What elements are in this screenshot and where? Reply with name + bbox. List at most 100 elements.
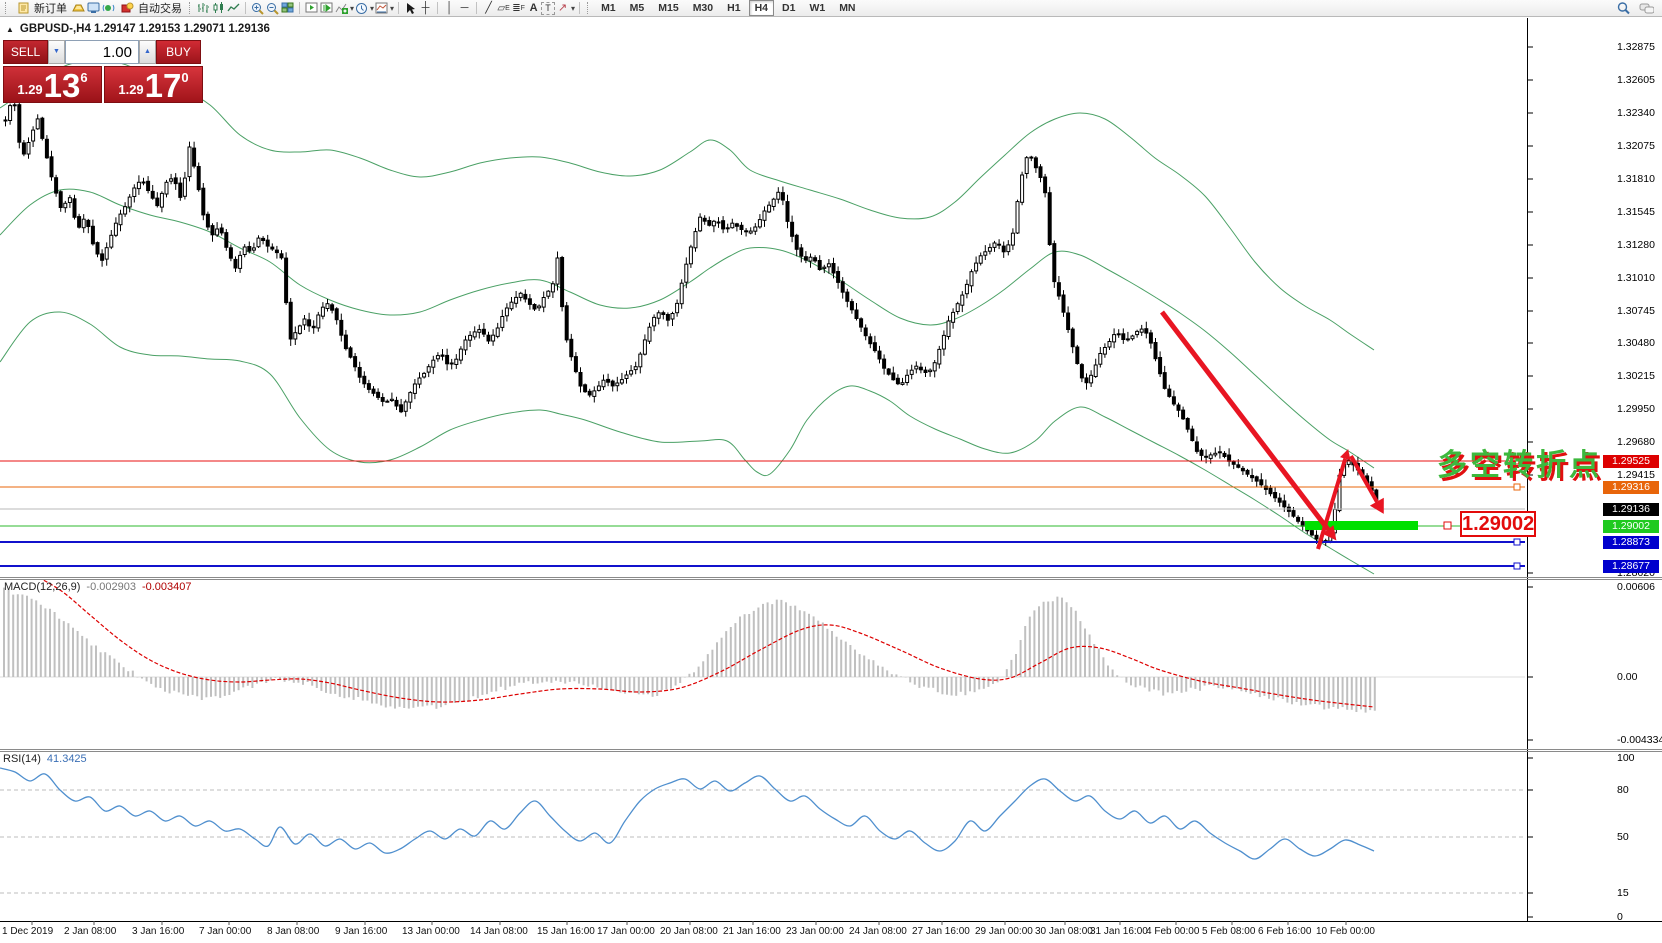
macd-tick-label: -0.004334 [1617, 734, 1662, 746]
macd-tick-label: 0.00 [1617, 671, 1638, 683]
sell-button[interactable]: SELL [3, 40, 48, 64]
periods-caret-icon[interactable]: ▾ [370, 3, 375, 13]
price-tick-label: 1.31545 [1617, 206, 1655, 218]
main-toolbar: 新订单 自动交易 [0, 0, 1662, 17]
rsi-tick-label: 50 [1617, 831, 1629, 843]
rsi-tick-label: 0 [1617, 911, 1623, 923]
time-tick-label: 30 Jan 08:00 [1035, 926, 1093, 937]
alerts-icon[interactable] [101, 1, 116, 15]
rsi-tick-label: 100 [1617, 752, 1635, 764]
toolbar-separator [398, 2, 400, 14]
timeframe-m30-button[interactable]: M30 [692, 2, 714, 14]
time-tick-label: 27 Jan 16:00 [912, 926, 970, 937]
price-tick-label: 1.29415 [1617, 469, 1655, 481]
sell-price-big: 13 [43, 67, 81, 104]
arrange-windows-icon[interactable] [304, 1, 319, 15]
macd-signal-value: -0.003407 [141, 581, 192, 593]
trendline-icon[interactable]: ╱ [485, 1, 492, 14]
tile-windows-icon[interactable] [280, 1, 295, 15]
timeframe-h1-button[interactable]: H1 [727, 2, 741, 14]
rsi-tick-label: 15 [1617, 887, 1629, 899]
timeframe-w1-button[interactable]: W1 [809, 2, 826, 14]
fibonacci-icon[interactable]: ≣ F [512, 2, 525, 14]
time-tick-label: 6 Feb 16:00 [1258, 926, 1312, 937]
buy-price-sup: 0 [181, 70, 189, 85]
timeframe-mn-button[interactable]: MN [839, 2, 856, 14]
time-tick-label: 7 Jan 00:00 [199, 926, 252, 937]
zoom-out-icon[interactable] [265, 1, 280, 15]
channel-icon[interactable]: ▱ E [497, 2, 510, 14]
vertical-line-icon[interactable]: │ [446, 1, 453, 14]
arrows-tool-icon[interactable]: ↗ [557, 1, 568, 14]
time-tick-label: 24 Jan 08:00 [849, 926, 907, 937]
indicators-icon[interactable] [334, 1, 349, 15]
buy-price-panel[interactable]: 1.29 17 0 [104, 66, 203, 103]
time-tick-label: 2 Jan 08:00 [64, 926, 117, 937]
price-tick-label: 1.32875 [1617, 41, 1655, 53]
price-tick-label: 1.32075 [1617, 140, 1655, 152]
timeframe-m1-button[interactable]: M1 [601, 2, 616, 14]
timeframe-h4-button[interactable]: H4 [748, 0, 774, 16]
toolbar-separator [579, 2, 581, 14]
time-tick-label: 4 Feb 00:00 [1146, 926, 1200, 937]
periods-icon[interactable] [354, 1, 369, 15]
price-tick-label: 1.31280 [1617, 239, 1655, 251]
autotrading-icon [120, 1, 135, 15]
line-chart-icon[interactable] [226, 1, 241, 15]
zoom-in-icon[interactable] [250, 1, 265, 15]
indicators-caret-icon[interactable]: ▾ [350, 3, 355, 13]
search-icon[interactable] [1616, 1, 1631, 15]
time-tick-label: 23 Jan 00:00 [786, 926, 844, 937]
chart-title-bar: ▲ GBPUSD-,H4 1.29147 1.29153 1.29071 1.2… [6, 23, 270, 35]
time-tick-label: 21 Jan 16:00 [723, 926, 781, 937]
macd-tick-label: 0.00606 [1617, 581, 1655, 593]
volume-increase-button[interactable]: ▲ [139, 40, 156, 64]
price-line-label: 1.28677 [1603, 559, 1659, 573]
price-tick-label: 1.32340 [1617, 107, 1655, 119]
timeframe-m15-button[interactable]: M15 [658, 2, 679, 14]
cursor-icon[interactable] [403, 1, 418, 15]
sell-price-base: 1.29 [17, 82, 43, 97]
sell-price-panel[interactable]: 1.29 13 6 [3, 66, 102, 103]
timeframe-d1-button[interactable]: D1 [782, 2, 796, 14]
rsi-value: 41.3425 [46, 753, 87, 765]
text-tool-icon[interactable]: A [529, 1, 538, 14]
market-watch-icon[interactable] [86, 1, 101, 15]
time-tick-label: 8 Jan 08:00 [267, 926, 320, 937]
timeframe-m5-button[interactable]: M5 [629, 2, 645, 14]
buy-button[interactable]: BUY [156, 40, 201, 64]
new-order-button[interactable]: 新订单 [12, 1, 71, 16]
autotrading-button[interactable]: 自动交易 [116, 1, 186, 16]
price-tick-label: 1.29680 [1617, 436, 1655, 448]
bar-chart-icon[interactable] [196, 1, 211, 15]
rsi-label: RSI(14) 41.3425 [3, 753, 87, 765]
autotrading-label: 自动交易 [138, 3, 182, 15]
label-tool-icon[interactable]: T [541, 1, 556, 15]
candlestick-chart-icon[interactable] [211, 1, 226, 15]
time-tick-label: 15 Jan 16:00 [537, 926, 595, 937]
profiles-icon[interactable] [71, 1, 86, 15]
chat-icon[interactable] [1639, 1, 1654, 15]
macd-name: MACD(12,26,9) [4, 581, 81, 593]
new-order-label: 新订单 [34, 3, 67, 15]
time-tick-label: 17 Jan 00:00 [597, 926, 655, 937]
rsi-name: RSI(14) [3, 753, 41, 765]
toolbar-separator [245, 2, 246, 14]
arrows-caret-icon[interactable]: ▾ [571, 3, 576, 13]
price-tick-label: 1.30480 [1617, 337, 1655, 349]
volume-input[interactable] [65, 40, 139, 64]
templates-caret-icon[interactable]: ▾ [390, 3, 395, 13]
toolbar-separator [476, 2, 478, 14]
horizontal-line-icon[interactable]: ─ [460, 1, 469, 14]
templates-icon[interactable] [374, 1, 389, 15]
crosshair-icon[interactable]: ┼ [421, 1, 430, 14]
turning-point-annotation: 多空转折点 [1437, 449, 1602, 482]
buy-price-big: 17 [144, 67, 182, 104]
timeframe-toolbar: M1 M5 M15 M30 H1 H4 D1 W1 MN [594, 0, 862, 16]
volume-decrease-button[interactable]: ▼ [48, 40, 65, 64]
toolbar-separator [299, 2, 300, 14]
time-tick-label: 5 Feb 08:00 [1202, 926, 1256, 937]
step-forward-icon[interactable] [319, 1, 334, 15]
